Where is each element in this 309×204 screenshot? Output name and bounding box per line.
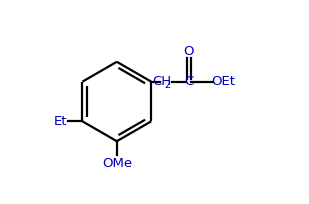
Text: OMe: OMe — [102, 157, 132, 170]
Text: CH: CH — [152, 75, 171, 88]
Text: OEt: OEt — [211, 75, 235, 88]
Text: 2: 2 — [165, 80, 171, 90]
Text: C: C — [184, 75, 193, 88]
Text: Et: Et — [54, 114, 67, 127]
Text: O: O — [184, 44, 194, 57]
